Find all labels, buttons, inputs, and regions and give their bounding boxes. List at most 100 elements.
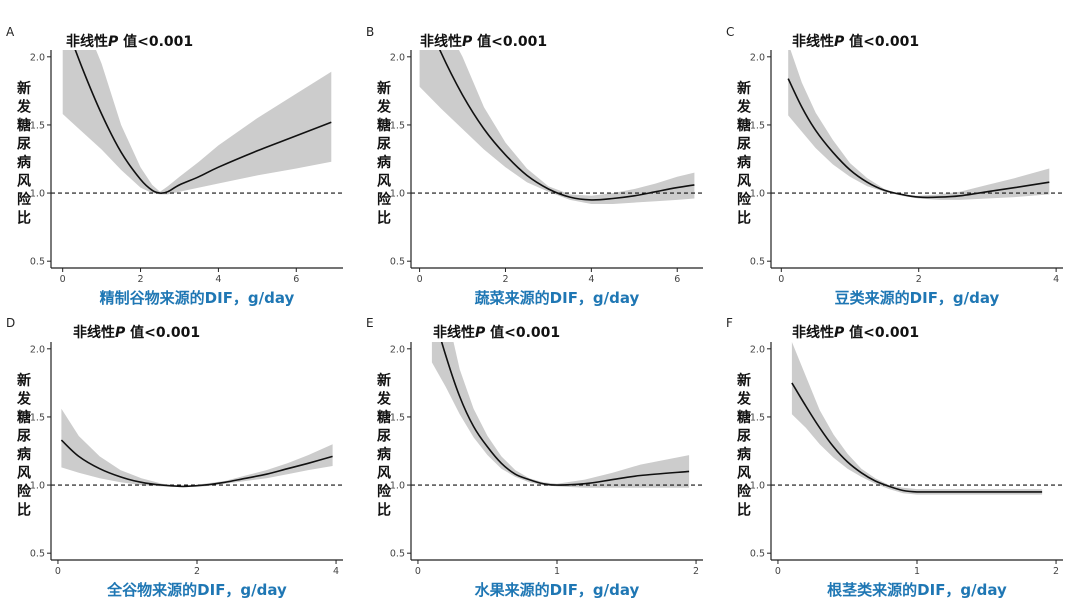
panel-d: 0.5 1.0 1.5 2.0 0 2 4 D 非线性P 值<0.001 新发糖尿病风险比全谷物来…	[6, 316, 343, 599]
annotation-p: P	[475, 325, 486, 341]
y-tick-label: 1.5	[750, 412, 765, 423]
x-tick-label: 4	[588, 274, 594, 285]
x-tick-label: 0	[778, 274, 784, 285]
x-axis-label: 精制谷物来源的DIF，g/day	[100, 289, 295, 307]
x-tick-label: 2	[916, 274, 922, 285]
hazard-ratio-curve	[60, 439, 333, 488]
annotation-suffix: 值<0.001	[485, 324, 560, 341]
panel-a: 0.5 1.0 1.5 2.0 0 2 4 6 A 非线性P 值<0.001 新发糖尿病风险比精制谷…	[6, 25, 343, 307]
y-tick-label: 0.5	[750, 549, 765, 560]
panel-letter: F	[726, 316, 733, 330]
y-tick-label: 2.0	[390, 344, 405, 355]
x-tick-label: 0	[55, 566, 61, 577]
panel-f: 0.5 1.0 1.5 2.0 0 1 2 F 非线性P 值<0.001 新发糖尿病风险比根茎类来…	[726, 316, 1063, 599]
y-axis-label: 新发糖尿病风险比	[736, 80, 752, 227]
confidence-band	[62, 50, 332, 195]
annotation-p: P	[834, 34, 845, 50]
y-axis-label: 新发糖尿病风险比	[376, 372, 392, 519]
x-tick-label: 6	[293, 274, 299, 285]
y-tick-label: 2.0	[30, 52, 45, 63]
annotation-suffix: 值<0.001	[472, 33, 547, 50]
x-tick-label: 4	[1053, 274, 1059, 285]
y-tick-label: 1.0	[30, 481, 45, 492]
panel-b: 0.5 1.0 1.5 2.0 0 2 4 6 B 非线性P 值<0.001 新发糖尿病风险比蔬菜来…	[366, 25, 703, 307]
annotation-prefix: 非线性	[433, 324, 475, 341]
x-tick-label: 1	[914, 566, 920, 577]
x-axis-label: 根茎类来源的DIF，g/day	[827, 581, 1007, 599]
x-axis-label: 水果来源的DIF，g/day	[475, 581, 640, 599]
hazard-ratio-curve	[74, 50, 332, 194]
confidence-band	[788, 50, 1050, 200]
x-tick-label: 6	[674, 274, 680, 285]
y-tick-label: 2.0	[30, 344, 45, 355]
y-tick-label: 1.5	[30, 120, 45, 131]
y-axis-label: 新发糖尿病风险比	[376, 80, 392, 227]
nonlinearity-annotation: 非线性P 值<0.001	[792, 324, 919, 341]
panel-letter: D	[6, 316, 15, 330]
x-tick-label: 2	[502, 274, 508, 285]
annotation-prefix: 非线性	[420, 33, 462, 50]
nonlinearity-annotation: 非线性P 值<0.001	[73, 324, 200, 341]
y-tick-label: 1.0	[30, 189, 45, 200]
x-axis-label: 全谷物来源的DIF，g/day	[106, 581, 287, 599]
y-tick-label: 0.5	[30, 257, 45, 268]
y-tick-label: 2.0	[750, 344, 765, 355]
x-tick-label: 4	[215, 274, 221, 285]
x-tick-label: 2	[1053, 566, 1059, 577]
annotation-suffix: 值<0.001	[844, 324, 919, 341]
y-tick-label: 0.5	[390, 549, 405, 560]
panel-letter: E	[366, 316, 374, 330]
annotation-prefix: 非线性	[792, 324, 834, 341]
x-tick-label: 0	[417, 274, 423, 285]
y-tick-label: 1.5	[30, 412, 45, 423]
x-axis-label: 豆类来源的DIF，g/day	[835, 289, 1000, 307]
annotation-p: P	[462, 34, 473, 50]
annotation-p: P	[115, 325, 126, 341]
y-tick-label: 1.5	[390, 412, 405, 423]
confidence-band	[791, 342, 1043, 495]
y-axis-label: 新发糖尿病风险比	[16, 80, 32, 227]
hazard-ratio-curve	[791, 382, 1043, 493]
panel-c: 0.5 1.0 1.5 2.0 0 2 4 C 非线性P 值<0.001 新发糖尿病风险比豆类来源…	[726, 25, 1063, 307]
y-axis-label: 新发糖尿病风险比	[736, 372, 752, 519]
x-tick-label: 0	[415, 566, 421, 577]
nonlinearity-annotation: 非线性P 值<0.001	[433, 324, 560, 341]
y-axis-label: 新发糖尿病风险比	[16, 372, 32, 519]
nonlinearity-annotation: 非线性P 值<0.001	[420, 33, 547, 50]
x-tick-label: 2	[138, 274, 144, 285]
confidence-band	[61, 408, 333, 487]
x-tick-label: 2	[194, 566, 200, 577]
y-tick-label: 1.5	[390, 120, 405, 131]
confidence-band	[431, 342, 690, 488]
x-tick-label: 1	[554, 566, 560, 577]
annotation-p: P	[108, 34, 119, 50]
x-tick-label: 0	[775, 566, 781, 577]
y-tick-label: 1.0	[390, 481, 405, 492]
panel-letter: C	[726, 25, 734, 39]
y-tick-label: 0.5	[750, 257, 765, 268]
hazard-ratio-curve	[787, 78, 1050, 199]
y-tick-label: 1.0	[750, 481, 765, 492]
y-tick-label: 1.0	[390, 189, 405, 200]
panel-e: 0.5 1.0 1.5 2.0 0 1 2 E 非线性P 值<0.001 新发糖尿病风险比水果来源…	[366, 316, 703, 599]
panel-letter: A	[6, 25, 15, 39]
annotation-prefix: 非线性	[792, 33, 834, 50]
panel-letter: B	[366, 25, 374, 39]
annotation-prefix: 非线性	[73, 324, 115, 341]
y-tick-label: 0.5	[30, 549, 45, 560]
y-tick-label: 0.5	[390, 257, 405, 268]
y-tick-label: 1.0	[750, 189, 765, 200]
hazard-ratio-curve	[438, 50, 695, 201]
annotation-suffix: 值<0.001	[844, 33, 919, 50]
x-tick-label: 4	[333, 566, 339, 577]
x-tick-label: 2	[693, 566, 699, 577]
y-tick-label: 2.0	[390, 52, 405, 63]
annotation-prefix: 非线性	[66, 33, 108, 50]
annotation-p: P	[834, 325, 845, 341]
nonlinearity-annotation: 非线性P 值<0.001	[792, 33, 919, 50]
y-tick-label: 1.5	[750, 120, 765, 131]
annotation-suffix: 值<0.001	[125, 324, 200, 341]
annotation-suffix: 值<0.001	[118, 33, 193, 50]
x-tick-label: 0	[60, 274, 66, 285]
